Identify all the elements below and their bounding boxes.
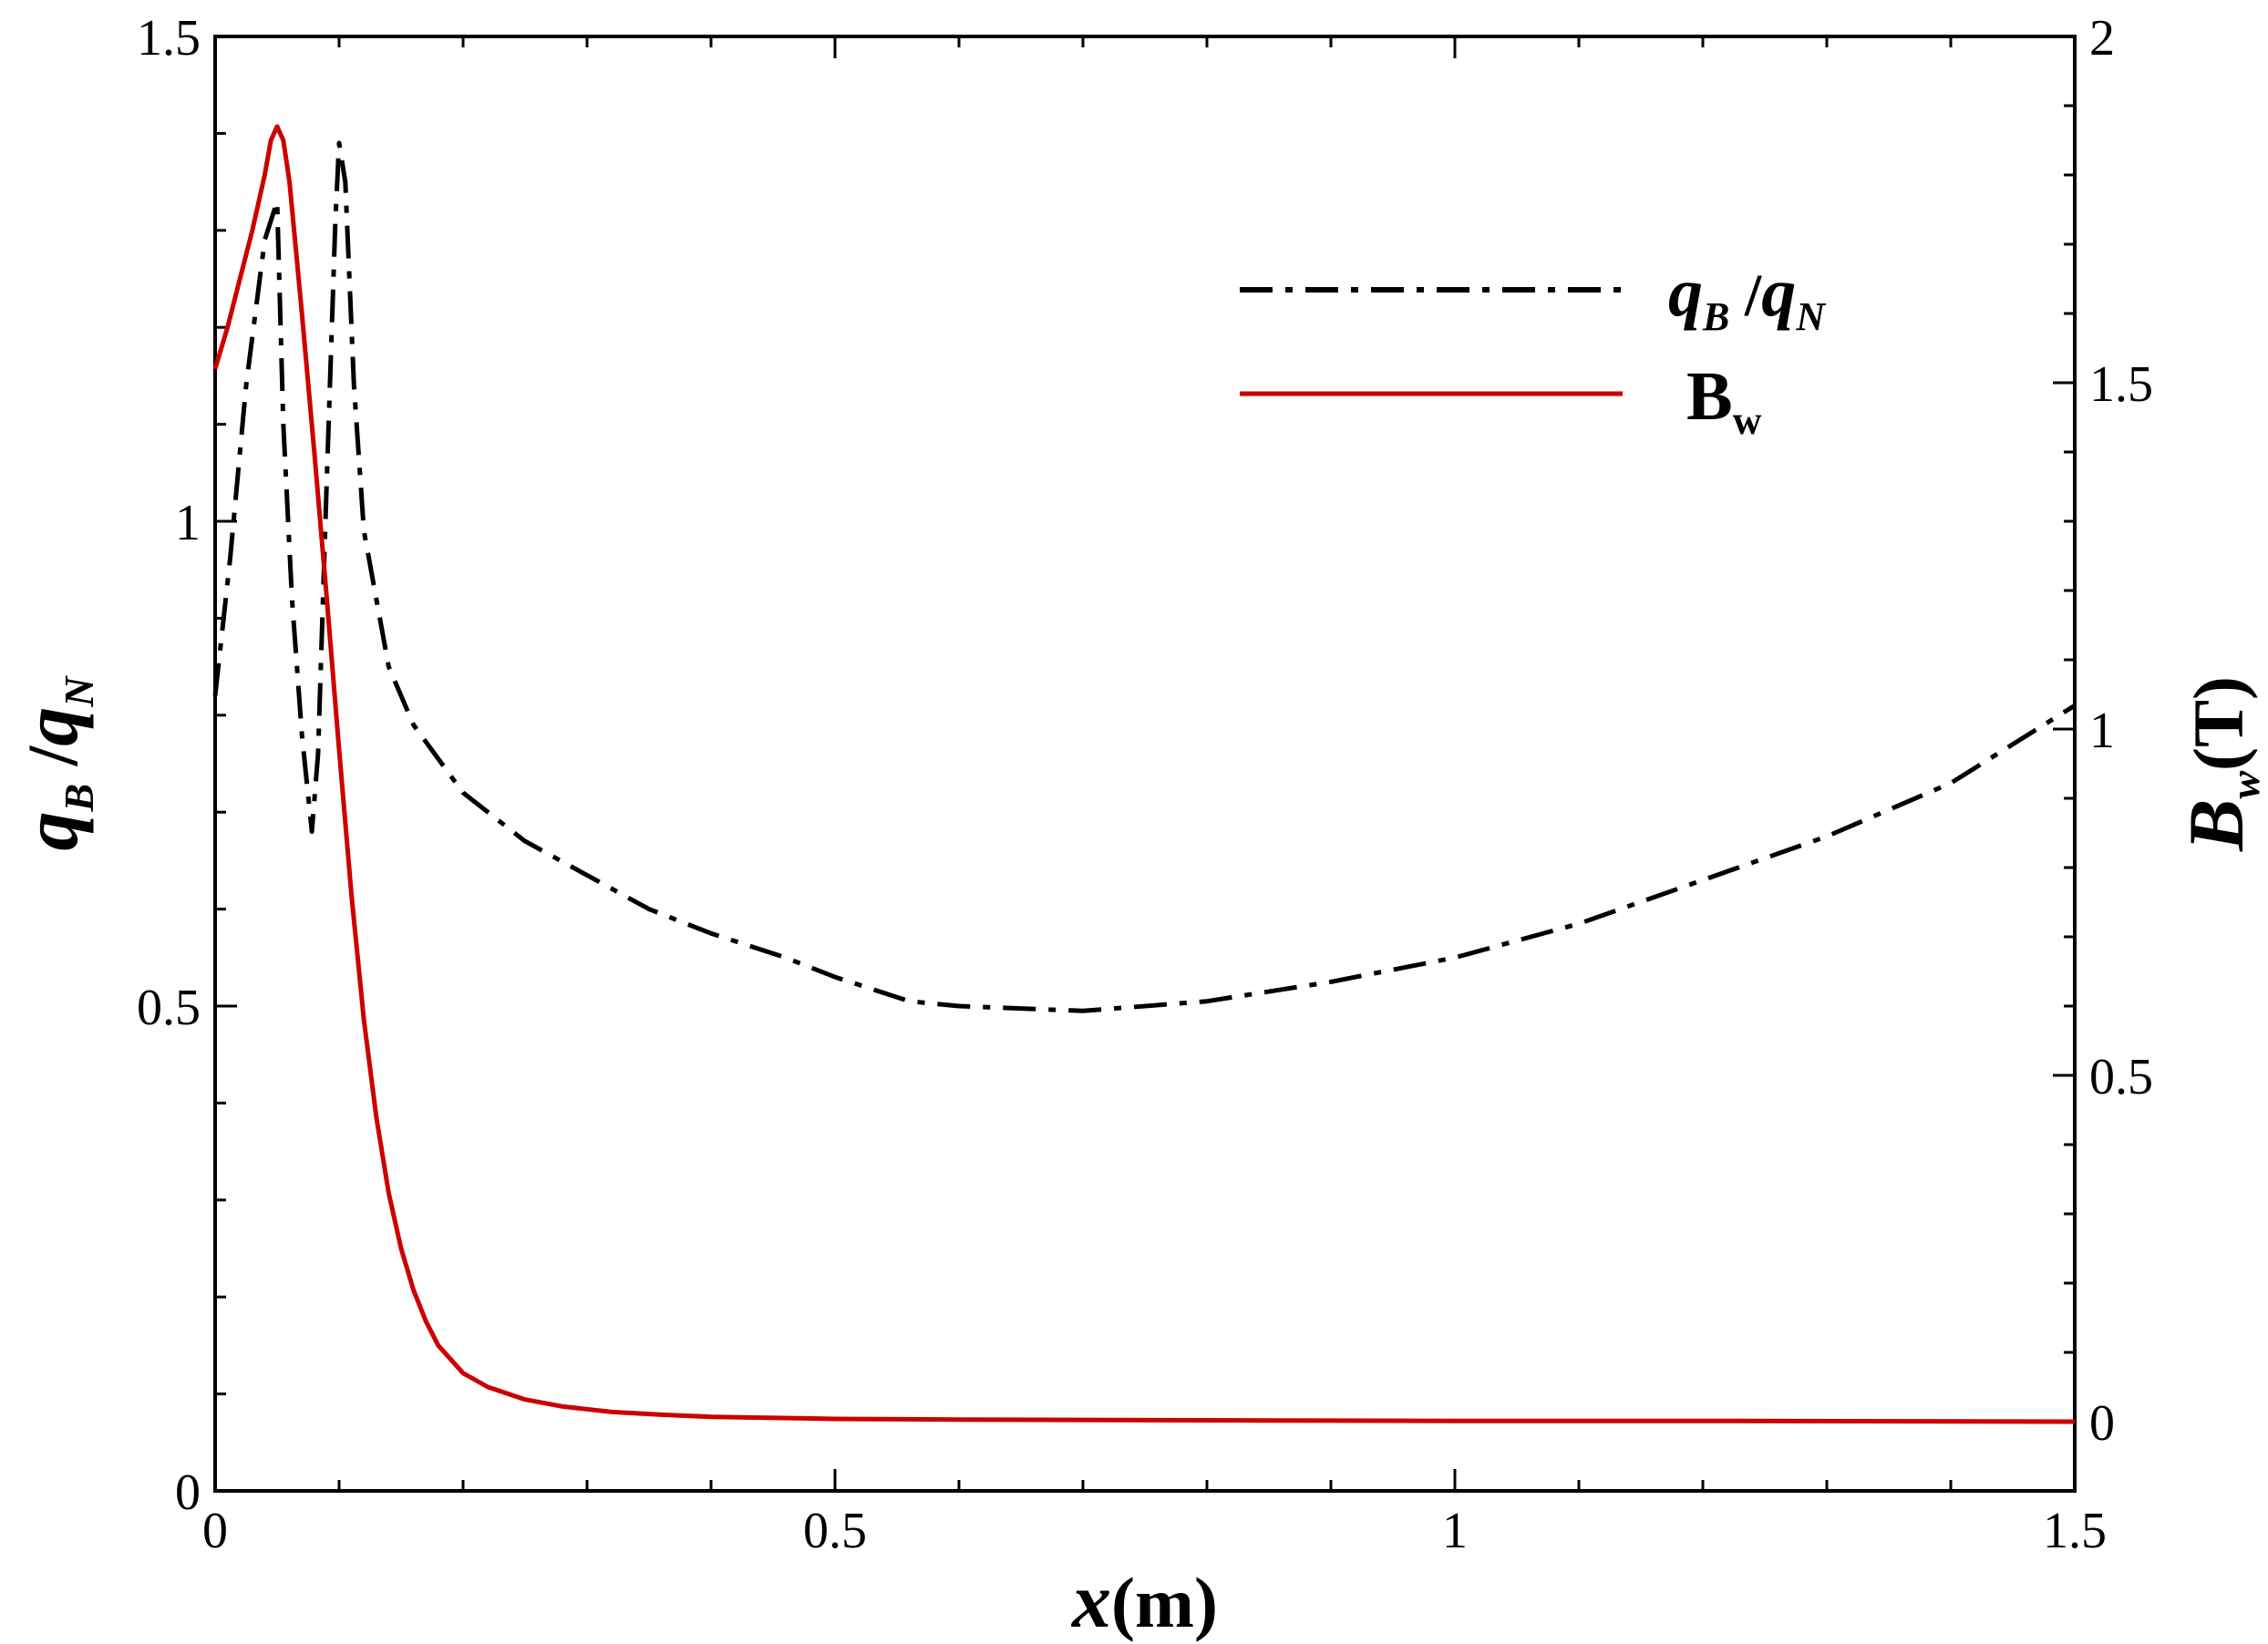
x-axis-unit: (m) (1111, 1563, 1218, 1642)
y-left-tick-label: 0 (175, 1464, 201, 1521)
y-left-tick-label: 1.5 (137, 10, 201, 67)
legend: qB /qN Bw (1240, 254, 1827, 443)
x-tick-label: 1.5 (2043, 1503, 2107, 1559)
x-axis-title: x(m) (1070, 1557, 1218, 1644)
series-line-qb-qn (212, 140, 2077, 1013)
series-line-bw (212, 124, 2076, 1424)
legend-label-qb-qn: qB /qN (1668, 254, 1827, 339)
y-left-tick-label: 0.5 (137, 980, 201, 1036)
y-right-tick-label: 0 (2089, 1395, 2115, 1452)
legend-q: q (1668, 254, 1703, 331)
y-left-sub-n: N (56, 675, 102, 708)
legend-sub-b: B (1702, 294, 1729, 339)
y-left-axis-title: qB /qN (6, 675, 102, 851)
x-tick-label: 0 (202, 1503, 228, 1559)
legend-sub-n: N (1795, 294, 1827, 339)
y-right-axis-title: Bw(T) (2172, 676, 2268, 852)
y-right-tick-label: 1.5 (2089, 356, 2153, 413)
legend-sub-w: w (1733, 398, 1762, 443)
y-right-tick-label: 2 (2089, 10, 2115, 67)
legend-sep: / (1729, 262, 1763, 329)
y-right-sub: w (2222, 771, 2268, 799)
y-right-unit: (T) (2179, 676, 2258, 771)
y-left-tick-label: 1 (175, 495, 201, 551)
y-left-sub-b: B (56, 784, 102, 813)
y-right-tick-label: 0.5 (2089, 1049, 2153, 1105)
y-right-tick-label: 1 (2089, 703, 2115, 759)
y-left-q: q (6, 812, 94, 851)
y-left-q2: q (6, 707, 94, 746)
legend-b: B (1686, 358, 1733, 435)
legend-label-bw: Bw (1686, 358, 1762, 443)
y-left-sep: / (13, 745, 92, 784)
y-right-var: B (2172, 799, 2260, 852)
legend-q2: q (1761, 254, 1796, 331)
x-tick-label: 1 (1442, 1503, 1468, 1559)
x-axis-var: x (1070, 1557, 1111, 1644)
x-tick-label: 0.5 (803, 1503, 867, 1559)
plot-frame (213, 35, 2077, 1493)
